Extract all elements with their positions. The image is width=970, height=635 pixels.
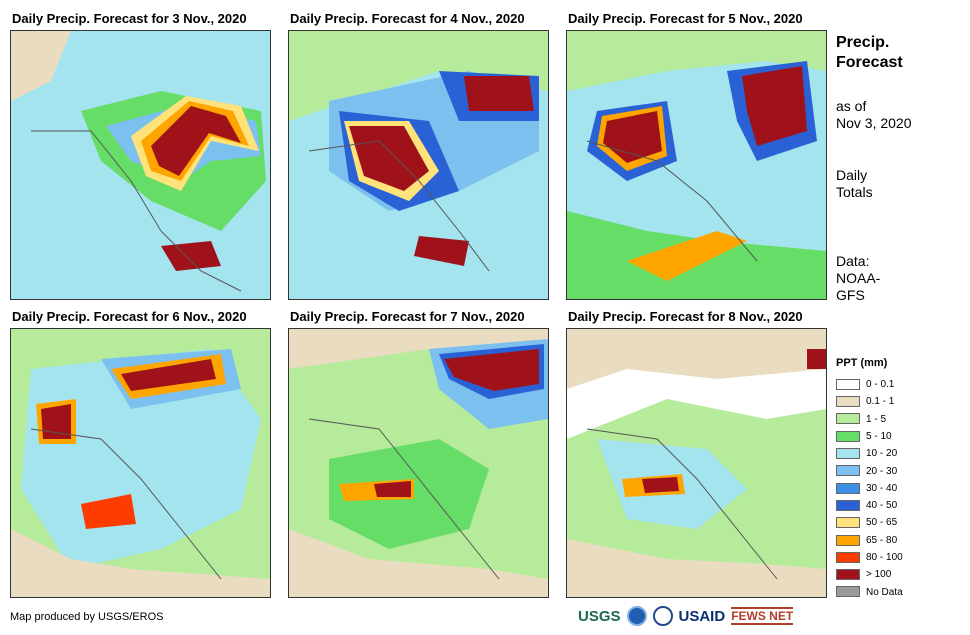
- daily-totals-line1: Daily: [836, 167, 868, 183]
- as-of-line2: Nov 3, 2020: [836, 115, 912, 131]
- legend-swatch: [836, 378, 860, 390]
- legend-label: > 100: [866, 569, 892, 581]
- data-source-line3: GFS: [836, 287, 865, 303]
- side-title-line2: Forecast: [836, 54, 903, 71]
- legend-swatch: [836, 482, 860, 494]
- noaa-logo-icon: [626, 606, 647, 626]
- legend-item: 30 - 40: [836, 482, 897, 496]
- legend-swatch: [836, 551, 860, 563]
- precip-map-nov4: [289, 31, 548, 299]
- daily-totals: Daily Totals: [836, 167, 873, 201]
- data-source: Data: NOAA- GFS: [836, 253, 880, 304]
- legend-title: PPT (mm): [836, 357, 888, 369]
- legend-item: 20 - 30: [836, 465, 897, 479]
- map-nov8: [566, 328, 827, 598]
- as-of-line1: as of: [836, 98, 867, 114]
- precip-map-nov8: [567, 329, 826, 597]
- legend-label: 50 - 65: [866, 517, 898, 529]
- legend-item: No Data: [836, 586, 903, 600]
- precip-map-nov5: [567, 31, 826, 299]
- legend-swatch: [836, 534, 860, 546]
- legend-swatch: [836, 517, 860, 529]
- precip-map-nov6: [11, 329, 270, 597]
- usaid-logo: USAID: [678, 607, 726, 625]
- legend-label: 0 - 0.1: [866, 379, 895, 390]
- panel-title-nov5: Daily Precip. Forecast for 5 Nov., 2020: [568, 11, 803, 26]
- legend-label: 65 - 80: [866, 534, 898, 546]
- legend-swatch: [836, 430, 860, 442]
- daily-totals-line2: Totals: [836, 184, 873, 200]
- credit-text: Map produced by USGS/EROS: [10, 611, 164, 623]
- panel-title-nov4: Daily Precip. Forecast for 4 Nov., 2020: [290, 11, 525, 26]
- legend-item: 5 - 10: [836, 430, 892, 444]
- side-title-line1: Precip.: [836, 34, 890, 51]
- legend-item: 50 - 65: [836, 516, 897, 530]
- map-nov7: [288, 328, 549, 598]
- legend-label: 5 - 10: [866, 430, 892, 442]
- map-nov3: [10, 30, 271, 300]
- legend-swatch: [836, 586, 860, 598]
- map-nov6: [10, 328, 271, 598]
- usaid-seal-icon: [652, 606, 673, 626]
- legend-swatch: [836, 448, 860, 460]
- legend-label: 1 - 5: [866, 413, 887, 425]
- usgs-logo: USGS: [578, 607, 621, 625]
- legend-item: 10 - 20: [836, 447, 897, 461]
- legend-label: No Data: [866, 586, 903, 598]
- legend-label: 0.1 - 1: [866, 396, 895, 408]
- fews-net-logo: FEWS NET: [731, 607, 794, 625]
- data-source-line2: NOAA-: [836, 270, 881, 286]
- legend-item: 0.1 - 1: [836, 395, 894, 409]
- legend-label: 20 - 30: [866, 465, 898, 477]
- legend-swatch: [836, 413, 860, 425]
- legend-item: 65 - 80: [836, 534, 897, 548]
- panel-title-nov7: Daily Precip. Forecast for 7 Nov., 2020: [290, 309, 525, 324]
- precip-map-nov3: [11, 31, 270, 299]
- legend-swatch: [836, 569, 860, 581]
- legend-swatch: [836, 396, 860, 408]
- map-nov4: [288, 30, 549, 300]
- logo-strip: USGS USAID FEWS NET: [578, 603, 794, 629]
- side-title: Precip. Forecast: [836, 33, 903, 73]
- as-of: as of Nov 3, 2020: [836, 98, 912, 132]
- legend-label: 30 - 40: [866, 482, 898, 494]
- legend-item: > 100: [836, 568, 891, 582]
- map-nov5: [566, 30, 827, 300]
- legend-swatch: [836, 465, 860, 477]
- data-source-line1: Data:: [836, 253, 870, 269]
- panel-title-nov6: Daily Precip. Forecast for 6 Nov., 2020: [12, 309, 247, 324]
- legend-label: 80 - 100: [866, 552, 903, 563]
- legend-label: 10 - 20: [866, 448, 898, 460]
- precip-map-nov7: [289, 329, 548, 597]
- legend-item: 40 - 50: [836, 499, 897, 513]
- legend-label: 40 - 50: [866, 500, 898, 512]
- panel-title-nov3: Daily Precip. Forecast for 3 Nov., 2020: [12, 11, 247, 26]
- legend-swatch: [836, 499, 860, 511]
- legend-item: 0 - 0.1: [836, 378, 894, 392]
- panel-title-nov8: Daily Precip. Forecast for 8 Nov., 2020: [568, 309, 803, 324]
- legend-item: 1 - 5: [836, 413, 886, 427]
- legend-item: 80 - 100: [836, 551, 903, 565]
